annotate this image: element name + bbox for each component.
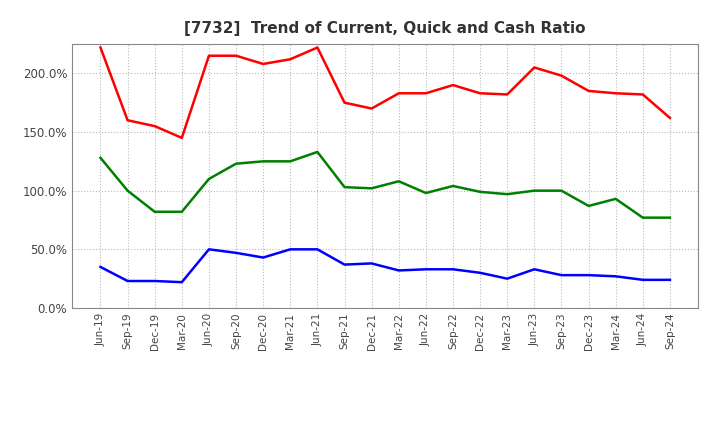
Current Ratio xyxy=(395,91,403,96)
Current Ratio xyxy=(421,91,430,96)
Line: Quick Ratio: Quick Ratio xyxy=(101,152,670,218)
Current Ratio xyxy=(178,135,186,140)
Current Ratio xyxy=(665,115,674,121)
Current Ratio xyxy=(584,88,593,94)
Quick Ratio xyxy=(178,209,186,214)
Quick Ratio xyxy=(123,188,132,193)
Quick Ratio xyxy=(639,215,647,220)
Cash Ratio xyxy=(503,276,511,281)
Cash Ratio xyxy=(395,268,403,273)
Current Ratio xyxy=(503,92,511,97)
Current Ratio xyxy=(530,65,539,70)
Quick Ratio xyxy=(665,215,674,220)
Current Ratio xyxy=(232,53,240,59)
Cash Ratio xyxy=(259,255,268,260)
Line: Cash Ratio: Cash Ratio xyxy=(101,249,670,282)
Quick Ratio xyxy=(259,159,268,164)
Cash Ratio xyxy=(476,270,485,275)
Cash Ratio xyxy=(557,272,566,278)
Quick Ratio xyxy=(557,188,566,193)
Quick Ratio xyxy=(313,149,322,154)
Cash Ratio xyxy=(421,267,430,272)
Current Ratio xyxy=(286,57,294,62)
Cash Ratio xyxy=(313,247,322,252)
Current Ratio xyxy=(259,61,268,66)
Quick Ratio xyxy=(503,191,511,197)
Current Ratio xyxy=(449,82,457,88)
Current Ratio xyxy=(611,91,620,96)
Current Ratio xyxy=(313,45,322,50)
Quick Ratio xyxy=(449,183,457,189)
Quick Ratio xyxy=(395,179,403,184)
Quick Ratio xyxy=(476,189,485,194)
Current Ratio xyxy=(476,91,485,96)
Cash Ratio xyxy=(178,279,186,285)
Cash Ratio xyxy=(639,277,647,282)
Quick Ratio xyxy=(611,196,620,202)
Quick Ratio xyxy=(584,203,593,209)
Title: [7732]  Trend of Current, Quick and Cash Ratio: [7732] Trend of Current, Quick and Cash … xyxy=(184,21,586,36)
Cash Ratio xyxy=(286,247,294,252)
Cash Ratio xyxy=(123,279,132,284)
Cash Ratio xyxy=(150,279,159,284)
Cash Ratio xyxy=(96,264,105,270)
Quick Ratio xyxy=(530,188,539,193)
Current Ratio xyxy=(204,53,213,59)
Cash Ratio xyxy=(584,272,593,278)
Quick Ratio xyxy=(232,161,240,166)
Current Ratio xyxy=(367,106,376,111)
Cash Ratio xyxy=(665,277,674,282)
Cash Ratio xyxy=(204,247,213,252)
Cash Ratio xyxy=(232,250,240,256)
Current Ratio xyxy=(150,124,159,129)
Cash Ratio xyxy=(367,261,376,266)
Quick Ratio xyxy=(150,209,159,214)
Cash Ratio xyxy=(530,267,539,272)
Current Ratio xyxy=(341,100,349,105)
Cash Ratio xyxy=(449,267,457,272)
Line: Current Ratio: Current Ratio xyxy=(101,48,670,138)
Cash Ratio xyxy=(341,262,349,267)
Current Ratio xyxy=(96,45,105,50)
Quick Ratio xyxy=(286,159,294,164)
Quick Ratio xyxy=(421,191,430,196)
Cash Ratio xyxy=(611,274,620,279)
Quick Ratio xyxy=(96,155,105,161)
Quick Ratio xyxy=(341,184,349,190)
Quick Ratio xyxy=(367,186,376,191)
Current Ratio xyxy=(639,92,647,97)
Quick Ratio xyxy=(204,176,213,182)
Current Ratio xyxy=(123,117,132,123)
Current Ratio xyxy=(557,73,566,78)
